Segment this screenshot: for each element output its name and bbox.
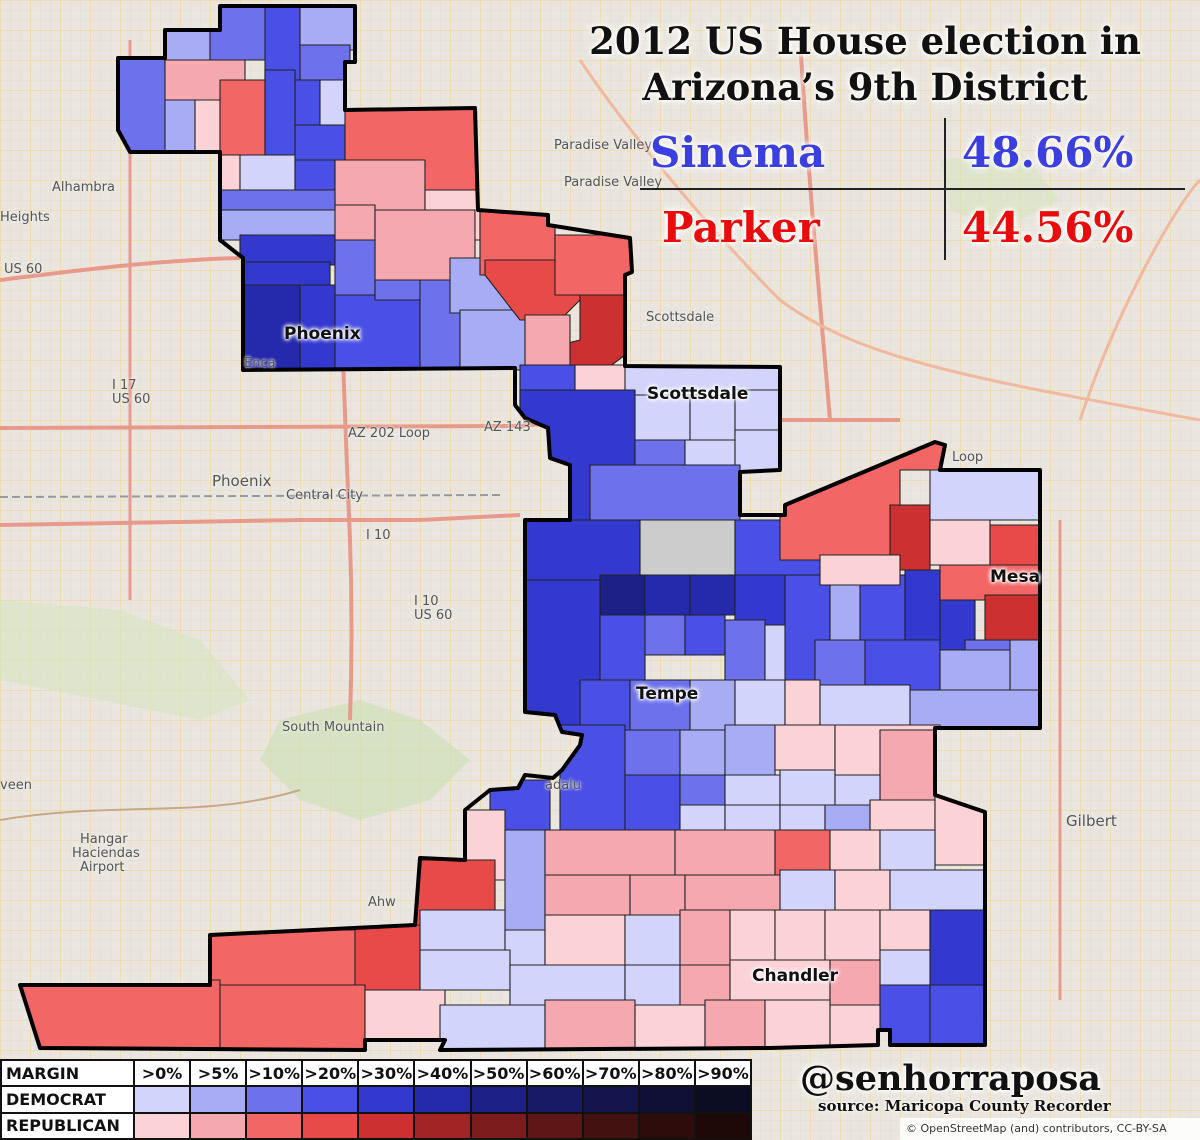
map-title-line-2: Arizona’s 9th District xyxy=(642,65,1088,109)
basemap-label-phoenix: Phoenix xyxy=(212,472,272,490)
district-outline xyxy=(18,4,1042,1052)
legend-margin-label: >60% xyxy=(525,1058,584,1088)
legend-margin-label: >70% xyxy=(581,1058,640,1088)
candidate-percent-sinema: 48.66% xyxy=(962,128,1134,177)
legend-margin-label: >5% xyxy=(189,1058,248,1088)
legend-margin-label: >20% xyxy=(301,1058,360,1088)
basemap-label-south-mountain: South Mountain xyxy=(282,720,385,735)
legend-row-margin: MARGIN >0% >5% >10% >20% >30% >40% >50% … xyxy=(0,1058,753,1088)
basemap-label-alhambra: Alhambra xyxy=(52,180,115,195)
legend-row-republican: REPUBLICAN xyxy=(0,1111,753,1140)
osm-attribution[interactable]: © OpenStreetMap (and) contributors, CC-B… xyxy=(900,1118,1200,1140)
legend-democrat-swatch xyxy=(301,1085,360,1114)
legend-democrat-swatch xyxy=(581,1085,640,1114)
legend-header-democrat: DEMOCRAT xyxy=(0,1085,135,1114)
basemap-label-i10: I 10 xyxy=(414,594,439,609)
legend-republican-swatch xyxy=(357,1111,416,1140)
legend-margin-label: >90% xyxy=(693,1058,753,1088)
legend-democrat-swatch xyxy=(525,1085,584,1114)
basemap-label-ahw: Ahw xyxy=(368,895,396,910)
legend-democrat-swatch xyxy=(189,1085,248,1114)
basemap-label-guadalupe: adalu xyxy=(545,778,582,793)
legend-democrat-swatch xyxy=(469,1085,528,1114)
basemap-label-encanto: Enca xyxy=(244,356,276,371)
results-table: Sinema 48.66% Parker 44.56% xyxy=(600,118,1190,268)
legend-margin-label: >80% xyxy=(637,1058,696,1088)
legend-header-republican: REPUBLICAN xyxy=(0,1111,135,1140)
basemap-label-central-city: Central City xyxy=(286,488,363,503)
candidate-name-parker: Parker xyxy=(662,203,820,252)
basemap-label-us60: US 60 xyxy=(112,392,151,407)
basemap-label-scottsdale: Scottsdale xyxy=(646,310,715,325)
results-divider-horizontal xyxy=(640,188,1185,190)
basemap-label-haciendas: Haciendas xyxy=(72,846,140,861)
basemap-label-i10: I 10 xyxy=(366,528,391,543)
legend-democrat-swatch xyxy=(245,1085,304,1114)
legend-republican-swatch xyxy=(413,1111,472,1140)
legend-democrat-swatch xyxy=(357,1085,416,1114)
map-title-line-1: 2012 US House election in xyxy=(589,19,1141,63)
legend-republican-swatch xyxy=(469,1111,528,1140)
basemap-label-i17: I 17 xyxy=(112,378,137,393)
basemap-label-paradise-valley: Paradise Valley xyxy=(564,175,663,190)
candidate-name-sinema: Sinema xyxy=(650,128,826,177)
legend-republican-swatch xyxy=(132,1111,192,1140)
data-source: source: Maricopa County Recorder xyxy=(818,1097,1111,1115)
basemap-label-veen: veen xyxy=(0,778,32,793)
legend-row-democrat: DEMOCRAT xyxy=(0,1085,753,1114)
legend-republican-swatch xyxy=(189,1111,248,1140)
legend-democrat-swatch xyxy=(693,1085,753,1114)
basemap-label-loop: Loop xyxy=(952,450,984,465)
city-label-mesa: Mesa xyxy=(990,567,1041,587)
legend-margin-label: >50% xyxy=(469,1058,528,1088)
basemap-label-az143: AZ 143 xyxy=(484,420,531,435)
basemap-label-paradise-valley: Paradise Valley xyxy=(554,138,653,153)
city-label-chandler: Chandler xyxy=(752,966,839,986)
legend-margin-label: >30% xyxy=(357,1058,416,1088)
city-label-scottsdale: Scottsdale xyxy=(647,384,749,404)
city-label-tempe: Tempe xyxy=(636,684,699,704)
basemap-label-gilbert: Gilbert xyxy=(1066,812,1117,830)
basemap-label-hangar: Hangar xyxy=(80,832,128,847)
legend-republican-swatch xyxy=(637,1111,696,1140)
legend-republican-swatch xyxy=(581,1111,640,1140)
legend-margin-label: >40% xyxy=(413,1058,472,1088)
legend-democrat-swatch xyxy=(413,1085,472,1114)
basemap-label-az202: AZ 202 Loop xyxy=(348,426,431,441)
margin-legend: MARGIN >0% >5% >10% >20% >30% >40% >50% … xyxy=(0,1058,753,1140)
legend-margin-label: >0% xyxy=(132,1058,192,1088)
legend-republican-swatch xyxy=(245,1111,304,1140)
basemap-label-us60: US 60 xyxy=(4,262,43,277)
author-handle: @senhorraposa xyxy=(800,1058,1101,1099)
basemap-label-airport: Airport xyxy=(80,860,125,875)
candidate-percent-parker: 44.56% xyxy=(962,203,1134,252)
city-label-phoenix: Phoenix xyxy=(284,324,361,344)
map-title: 2012 US House election in Arizona’s 9th … xyxy=(545,18,1185,110)
legend-democrat-swatch xyxy=(132,1085,192,1114)
legend-margin-label: >10% xyxy=(245,1058,304,1088)
legend-header-margin: MARGIN xyxy=(0,1058,135,1088)
legend-democrat-swatch xyxy=(637,1085,696,1114)
legend-republican-swatch xyxy=(525,1111,584,1140)
legend-republican-swatch xyxy=(693,1111,753,1140)
basemap-label-heights: Heights xyxy=(0,210,50,225)
basemap-label-us60: US 60 xyxy=(414,608,453,623)
legend-republican-swatch xyxy=(301,1111,360,1140)
